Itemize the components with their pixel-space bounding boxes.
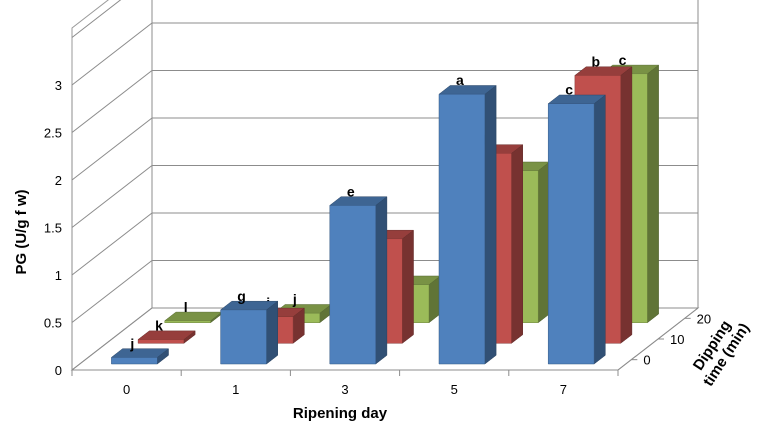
y-tick-label: 0 [55, 363, 62, 378]
bar-side [537, 161, 550, 324]
bar-letter-label: k [155, 318, 163, 334]
gridline [71, 0, 122, 38]
bar-side [402, 229, 414, 344]
bar-front [438, 93, 486, 365]
bar-front [220, 309, 267, 365]
y-tick-label: 1.5 [44, 221, 62, 236]
bar-letter-label: j [129, 335, 134, 351]
bar-letter-label: g [237, 288, 246, 304]
bar-letter-label: c [619, 52, 627, 68]
y-axis-title: PG (U/g f w) [13, 190, 30, 275]
bar-letter-label: e [347, 183, 355, 199]
x-tick-label: 0 [123, 382, 130, 397]
bar: e [329, 183, 388, 365]
bar-side [484, 84, 497, 365]
bar-letter-label: l [184, 299, 188, 315]
y-tick-label: 2 [55, 173, 62, 188]
bar-side [266, 300, 278, 365]
bar: j [110, 335, 170, 365]
z-tick-labels: 0 10 20 [617, 307, 711, 371]
bar-front [111, 357, 158, 365]
x-tick-labels: 0 1 3 5 7 [71, 369, 619, 397]
y-tick-labels: 0 0.5 1 1.5 2 2.5 3 [44, 78, 62, 378]
bar: l [163, 299, 223, 324]
bar-side [375, 196, 388, 365]
y-tick-label: 0.5 [44, 316, 62, 331]
bar-letter-label: a [456, 72, 464, 88]
bar-front [329, 205, 376, 365]
x-axis-title: Ripening day [293, 405, 388, 422]
bar: k [137, 318, 196, 344]
bar: a [438, 72, 497, 365]
y-tick-label: 1 [55, 268, 62, 283]
z-tick-label: 10 [670, 332, 684, 347]
bar-front [137, 339, 185, 344]
y-tick-label: 2.5 [44, 126, 62, 141]
x-tick-label: 1 [232, 382, 239, 397]
side-wall [71, 0, 153, 372]
bar: c [547, 82, 607, 365]
bar-front [547, 103, 595, 365]
bar-side [620, 66, 633, 344]
bar: g [219, 288, 279, 365]
z-tick-label: 20 [697, 311, 711, 326]
bar-letter-label: c [565, 82, 573, 98]
x-tick-label: 3 [341, 382, 348, 397]
z-tick-label: 0 [643, 353, 650, 368]
x-tick-label: 7 [560, 382, 567, 397]
bars: ljheckifdebjgeac [110, 52, 660, 365]
bar-side [511, 144, 523, 344]
bar-front [164, 320, 211, 323]
x-tick-label: 5 [451, 382, 458, 397]
bar-letter-label: b [592, 53, 601, 69]
bar-side [647, 64, 659, 324]
bar-side [593, 94, 606, 365]
y-tick-label: 3 [55, 78, 62, 93]
bar-letter-label: j [292, 291, 297, 307]
